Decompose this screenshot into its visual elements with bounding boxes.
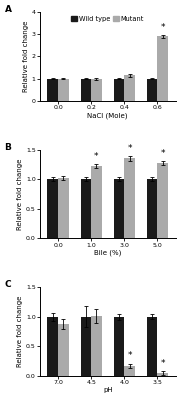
X-axis label: Bile (%): Bile (%) [94, 250, 121, 256]
Bar [124, 75, 135, 101]
Bar [81, 179, 91, 238]
Y-axis label: Relative fold change: Relative fold change [17, 296, 23, 367]
Bar [91, 79, 102, 101]
Bar [47, 78, 58, 101]
Bar [157, 36, 168, 101]
Text: *: * [160, 359, 165, 368]
Text: *: * [94, 152, 99, 161]
Bar [157, 373, 168, 376]
Bar [147, 179, 157, 238]
Bar [114, 317, 124, 376]
Bar [47, 179, 58, 238]
Bar [114, 78, 124, 101]
Bar [58, 78, 69, 101]
Bar [124, 366, 135, 376]
Text: *: * [160, 23, 165, 32]
Text: *: * [127, 352, 132, 360]
Bar [81, 317, 91, 376]
Y-axis label: Relative fold change: Relative fold change [17, 158, 23, 230]
Bar [91, 316, 102, 376]
Legend: Wild type, Mutant: Wild type, Mutant [71, 15, 145, 23]
Text: C: C [5, 280, 11, 289]
Text: *: * [160, 149, 165, 158]
Bar [157, 163, 168, 238]
Bar [147, 78, 157, 101]
Bar [147, 317, 157, 376]
Bar [114, 179, 124, 238]
Bar [81, 78, 91, 101]
Y-axis label: Relative fold change: Relative fold change [23, 21, 29, 92]
Bar [124, 158, 135, 238]
Text: B: B [5, 142, 11, 152]
X-axis label: pH: pH [103, 387, 113, 393]
X-axis label: NaCl (Mole): NaCl (Mole) [87, 112, 128, 118]
Bar [91, 166, 102, 238]
Text: A: A [5, 5, 12, 14]
Text: *: * [127, 144, 132, 153]
Bar [58, 178, 69, 238]
Bar [58, 324, 69, 376]
Bar [47, 317, 58, 376]
